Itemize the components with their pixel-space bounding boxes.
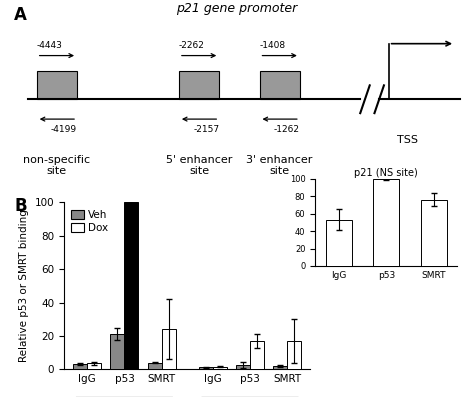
Bar: [259, 71, 300, 99]
Bar: [36, 71, 77, 99]
Bar: [273, 366, 287, 369]
Bar: [236, 365, 250, 369]
Text: 5' enhancer
site: 5' enhancer site: [166, 155, 232, 176]
Text: -1262: -1262: [274, 125, 300, 134]
Y-axis label: Relative p53 or SMRT binding: Relative p53 or SMRT binding: [19, 209, 29, 362]
Bar: [199, 367, 213, 369]
Text: -4199: -4199: [51, 125, 77, 134]
Title: p21 (NS site): p21 (NS site): [355, 168, 418, 178]
Text: p21 gene promoter: p21 gene promoter: [176, 2, 298, 15]
Text: -2262: -2262: [179, 40, 205, 50]
Bar: [287, 341, 301, 369]
Bar: [87, 363, 101, 369]
Bar: [148, 362, 162, 369]
Legend: Veh, Dox: Veh, Dox: [69, 208, 110, 235]
Bar: [110, 334, 125, 369]
Text: -1408: -1408: [259, 40, 286, 50]
Bar: [179, 71, 219, 99]
Bar: [326, 220, 352, 266]
Text: 3' enhancer
site: 3' enhancer site: [246, 155, 313, 176]
Text: B: B: [15, 197, 27, 216]
Bar: [162, 329, 175, 369]
Bar: [421, 200, 447, 266]
Bar: [73, 364, 87, 369]
Text: TSS: TSS: [397, 135, 418, 145]
Text: -4443: -4443: [36, 40, 63, 50]
Bar: [374, 179, 399, 266]
Bar: [125, 202, 138, 369]
Bar: [213, 367, 227, 369]
Text: non-specific
site: non-specific site: [23, 155, 91, 176]
Text: -2157: -2157: [193, 125, 219, 134]
Text: A: A: [14, 6, 27, 24]
Bar: [250, 341, 264, 369]
